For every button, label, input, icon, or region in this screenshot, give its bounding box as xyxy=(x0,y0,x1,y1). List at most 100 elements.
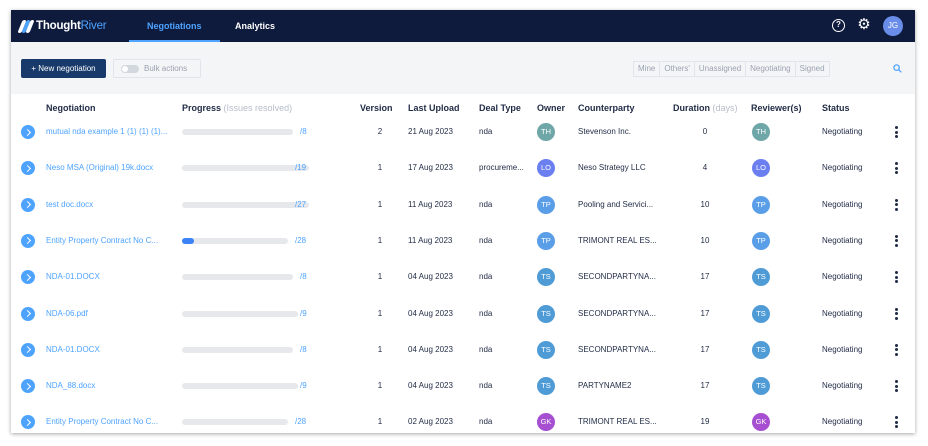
last-upload-date: 02 Aug 2023 xyxy=(408,417,453,427)
owner-avatar[interactable]: TH xyxy=(537,123,555,141)
table-row[interactable]: test doc.docx/27 1 11 Aug 2023 nda TP Pooling… xyxy=(11,187,915,223)
owner-avatar[interactable]: TP xyxy=(537,195,555,214)
table-row[interactable]: NDA-01.DOCX/8 1 04 Aug 2023 nda TS SECONDPART… xyxy=(11,332,915,368)
reviewer-avatar[interactable]: TS xyxy=(752,304,770,323)
filter-negotiating[interactable]: Negotiating xyxy=(746,61,796,77)
column-header-counterparty[interactable]: Counterparty xyxy=(578,103,635,113)
counterparty-name: Stevenson Inc. xyxy=(578,127,631,136)
chevron-right-icon[interactable] xyxy=(21,306,35,321)
column-header-last-upload[interactable]: Last Upload xyxy=(408,103,460,113)
table-row[interactable]: Neso MSA (Original) 19k.docx/19 1 17 Aug 2… xyxy=(11,150,915,186)
column-header-negotiation[interactable]: Negotiation xyxy=(46,103,96,113)
column-header-duration[interactable]: Duration (days) xyxy=(673,103,738,113)
kebab-menu-icon[interactable] xyxy=(895,198,898,211)
chevron-right-icon[interactable] xyxy=(21,270,35,285)
chevron-right-icon[interactable] xyxy=(21,161,35,176)
reviewer-avatar[interactable]: TP xyxy=(752,231,770,250)
issues-total: /28 xyxy=(295,235,307,245)
filter-others[interactable]: Others' xyxy=(660,61,695,77)
deal-type: nda xyxy=(479,199,493,209)
filter-unassigned[interactable]: Unassigned xyxy=(694,61,747,77)
toggle-switch-icon[interactable] xyxy=(121,65,139,73)
help-circle-icon[interactable]: ? xyxy=(832,19,845,32)
counterparty-name: TRIMONT REAL ES... xyxy=(578,235,657,245)
column-header-progress[interactable]: Progress (Issues resolved) xyxy=(182,103,293,113)
negotiation-name-link[interactable]: mutual nda example 1 (1) (1) (1)... xyxy=(46,127,168,136)
kebab-menu-icon[interactable] xyxy=(895,343,898,356)
gear-icon[interactable]: ⚙ xyxy=(857,16,871,33)
negotiation-name-link[interactable]: NDA-01.DOCX xyxy=(46,344,100,354)
negotiation-name-link[interactable]: Entity Property Contract No C... xyxy=(46,235,159,245)
version-number: 1 xyxy=(377,163,383,173)
deal-type: nda xyxy=(479,381,493,391)
chevron-right-icon[interactable] xyxy=(21,379,35,394)
reviewer-avatar[interactable]: TS xyxy=(752,268,770,287)
kebab-menu-icon[interactable] xyxy=(895,126,898,138)
bulk-actions-toggle[interactable]: Bulk actions xyxy=(113,59,201,78)
table-row[interactable]: Entity Property Contract No C... /28 1 11 A… xyxy=(11,223,915,259)
kebab-menu-icon[interactable] xyxy=(895,234,898,247)
kebab-menu-icon[interactable] xyxy=(895,307,898,320)
toolbar: + New negotiation Bulk actions Mine Othe… xyxy=(11,42,915,94)
negotiation-name-link[interactable]: NDA_88.docx xyxy=(46,381,96,391)
tab-analytics[interactable]: Analytics xyxy=(235,21,276,31)
chevron-right-icon[interactable] xyxy=(21,342,35,357)
filter-signed[interactable]: Signed xyxy=(795,61,830,77)
kebab-menu-icon[interactable] xyxy=(895,162,898,175)
column-header-owner[interactable]: Owner xyxy=(537,103,566,113)
issues-total: /28 xyxy=(295,417,307,427)
search-icon[interactable] xyxy=(893,64,902,73)
duration-days: 10 xyxy=(700,235,710,245)
table-row[interactable]: Entity Property Contract No C... /28 1 02 A… xyxy=(11,404,915,433)
column-header-version[interactable]: Version xyxy=(360,103,393,113)
reviewer-avatar[interactable]: GK xyxy=(752,413,770,432)
user-avatar[interactable]: JG xyxy=(883,16,903,36)
negotiation-name-link[interactable]: NDA-01.DOCX xyxy=(46,272,100,282)
owner-avatar[interactable]: LO xyxy=(537,159,555,178)
logo-text: ThoughtRiver xyxy=(36,20,107,32)
owner-avatar[interactable]: GK xyxy=(537,413,555,432)
reviewer-avatar[interactable]: TP xyxy=(752,195,770,214)
kebab-menu-icon[interactable] xyxy=(895,416,898,429)
chevron-right-icon[interactable] xyxy=(21,125,35,139)
version-number: 1 xyxy=(377,235,383,245)
column-header-deal-type[interactable]: Deal Type xyxy=(479,103,521,113)
kebab-menu-icon[interactable] xyxy=(895,271,898,284)
tab-negotiations[interactable]: Negotiations xyxy=(129,10,219,42)
filter-mine[interactable]: Mine xyxy=(633,61,661,77)
owner-avatar[interactable]: TS xyxy=(537,377,555,396)
version-number: 1 xyxy=(377,308,383,318)
kebab-menu-icon[interactable] xyxy=(895,380,898,393)
column-header-reviewers[interactable]: Reviewer(s) xyxy=(751,103,802,113)
reviewer-avatar[interactable]: TH xyxy=(752,123,770,141)
chevron-right-icon[interactable] xyxy=(21,197,35,212)
chevron-right-icon[interactable] xyxy=(21,233,35,248)
duration-days: 4 xyxy=(702,163,708,173)
table-row[interactable]: NDA-06.pdf/9 1 04 Aug 2023 nda TS SECONDPARTY… xyxy=(11,296,915,332)
table-header: Negotiation Progress (Issues resolved) V… xyxy=(11,94,915,122)
negotiation-name-link[interactable]: NDA-06.pdf xyxy=(46,308,88,318)
reviewer-avatar[interactable]: TS xyxy=(752,340,770,359)
table-row[interactable]: NDA-01.DOCX/8 1 04 Aug 2023 nda TS SECONDPART… xyxy=(11,259,915,295)
owner-avatar[interactable]: TS xyxy=(537,268,555,287)
deal-type: nda xyxy=(479,127,493,136)
owner-avatar[interactable]: TP xyxy=(537,231,555,250)
owner-avatar[interactable]: TS xyxy=(537,304,555,323)
thoughtriver-logo[interactable]: ThoughtRiver xyxy=(17,18,107,34)
deal-type: nda xyxy=(479,308,493,318)
duration-days: 17 xyxy=(700,381,710,391)
owner-avatar[interactable]: TS xyxy=(537,340,555,359)
negotiation-name-link[interactable]: Neso MSA (Original) 19k.docx xyxy=(46,163,154,173)
negotiation-name-link[interactable]: test doc.docx xyxy=(46,199,94,209)
new-negotiation-button[interactable]: + New negotiation xyxy=(21,59,106,78)
column-header-status[interactable]: Status xyxy=(822,103,850,113)
duration-days: 19 xyxy=(700,417,710,427)
table-row[interactable]: NDA_88.docx/9 1 04 Aug 2023 nda TS PARTYNAME2… xyxy=(11,368,915,404)
chevron-right-icon[interactable] xyxy=(21,415,35,430)
table-row[interactable]: mutual nda example 1 (1) (1) (1)... /8 2 21… xyxy=(11,114,915,150)
deal-type: nda xyxy=(479,235,493,245)
negotiation-name-link[interactable]: Entity Property Contract No C... xyxy=(46,417,159,427)
status-label: Negotiating xyxy=(822,235,863,245)
reviewer-avatar[interactable]: LO xyxy=(752,159,770,178)
reviewer-avatar[interactable]: TS xyxy=(752,377,770,396)
